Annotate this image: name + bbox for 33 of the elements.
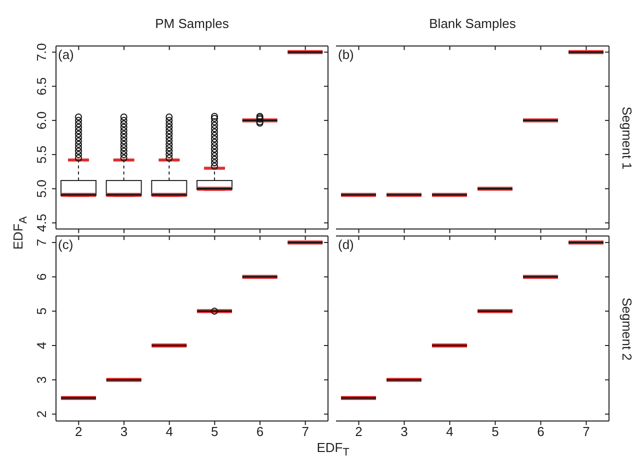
y-tick-label: 4: [34, 342, 49, 350]
x-tick-label: 5: [211, 424, 218, 440]
x-tick-label: 2: [75, 424, 82, 440]
y-tick-label: 3: [34, 376, 49, 384]
chart-title: Blank Samples: [428, 16, 517, 31]
y-tick-label: 4.5: [34, 214, 49, 232]
y-tick-label: 5.5: [34, 146, 49, 164]
x-tick-label: 3: [120, 424, 128, 440]
x-tick-label: 4: [446, 424, 454, 440]
y-tick-label: 6.5: [34, 77, 49, 96]
y-tick-label: 7: [34, 238, 49, 246]
y-tick-label: 6: [34, 273, 49, 280]
y-tick-label: 5: [34, 308, 49, 315]
annotation: (c): [58, 237, 74, 252]
x-tick-label: 4: [166, 424, 173, 440]
x-tick-label: 6: [537, 424, 544, 440]
annotation: (b): [338, 47, 354, 62]
annotation: (d): [338, 237, 354, 252]
y2-axis-title: Segment 2: [620, 297, 634, 360]
x-tick-label: 6: [256, 424, 264, 440]
x-tick-label: 7: [302, 424, 309, 440]
y2-axis-title: Segment 1: [620, 106, 634, 169]
x-tick-label: 2: [355, 424, 362, 440]
x-tick-label: 7: [582, 424, 590, 440]
annotation: (a): [58, 47, 74, 62]
chart-title: PM Samples: [154, 16, 230, 31]
y-tick-label: 2: [34, 410, 49, 418]
y-tick-label: 7.0: [34, 43, 49, 62]
x-tick-label: 5: [492, 424, 499, 440]
y-tick-label: 5.0: [34, 180, 49, 198]
x-axis-title: EDF$_{T}$: [316, 440, 350, 459]
y-tick-label: 6.0: [34, 111, 49, 130]
x-tick-label: 3: [400, 424, 408, 440]
